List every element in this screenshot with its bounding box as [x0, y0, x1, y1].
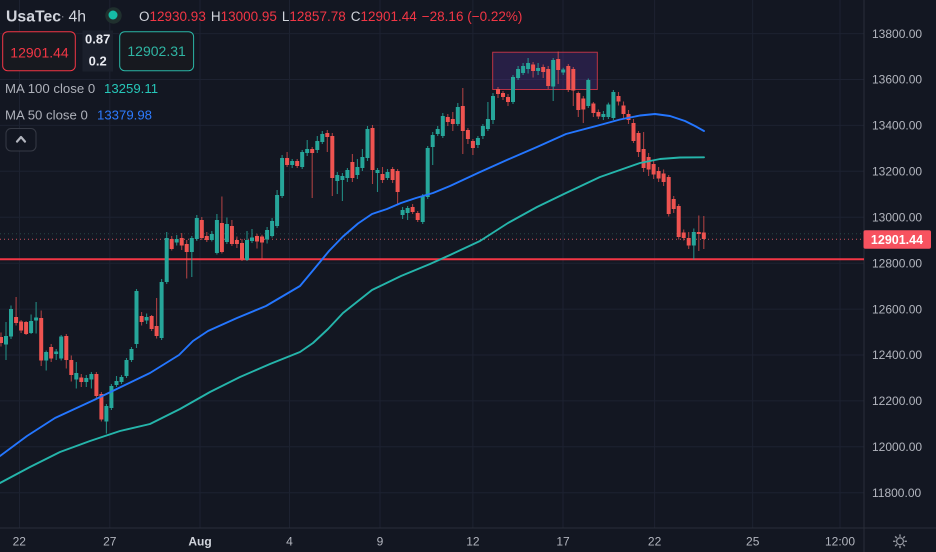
svg-text:MA 100 close 0: MA 100 close 0 — [5, 81, 95, 96]
svg-text:12901.44: 12901.44 — [871, 233, 923, 247]
svg-text:12: 12 — [466, 535, 480, 549]
svg-text:25: 25 — [746, 535, 760, 549]
svg-text:13600.00: 13600.00 — [872, 73, 922, 87]
svg-text:4h: 4h — [69, 9, 87, 26]
svg-text:12600.00: 12600.00 — [872, 302, 922, 316]
svg-text:Aug: Aug — [188, 535, 211, 549]
svg-text:MA 50 close 0: MA 50 close 0 — [5, 108, 88, 123]
svg-text:12800.00: 12800.00 — [872, 256, 922, 270]
svg-text:12400.00: 12400.00 — [872, 348, 922, 362]
svg-text:22: 22 — [13, 535, 27, 549]
svg-text:9: 9 — [377, 535, 384, 549]
svg-text:11800.00: 11800.00 — [872, 486, 921, 500]
svg-text:13200.00: 13200.00 — [872, 165, 922, 179]
svg-text:12200.00: 12200.00 — [872, 394, 922, 408]
svg-text:13000.00: 13000.00 — [872, 210, 922, 224]
svg-text:13400.00: 13400.00 — [872, 119, 922, 133]
svg-text:4: 4 — [286, 535, 293, 549]
svg-text:13800.00: 13800.00 — [872, 27, 922, 41]
svg-text:12902.31: 12902.31 — [127, 43, 186, 59]
svg-text:13259.11: 13259.11 — [104, 81, 158, 96]
svg-text:UsaTec: UsaTec — [6, 9, 61, 26]
svg-text:12000.00: 12000.00 — [872, 440, 922, 454]
svg-text:0.87: 0.87 — [85, 32, 110, 47]
svg-text:17: 17 — [556, 535, 570, 549]
svg-text:27: 27 — [103, 535, 117, 549]
svg-text:0.2: 0.2 — [89, 54, 107, 69]
svg-text:22: 22 — [648, 535, 662, 549]
svg-text:12901.44: 12901.44 — [10, 45, 69, 61]
svg-text:12:00: 12:00 — [825, 535, 855, 549]
svg-text:13379.98: 13379.98 — [97, 108, 152, 123]
svg-text:·: · — [61, 9, 65, 24]
